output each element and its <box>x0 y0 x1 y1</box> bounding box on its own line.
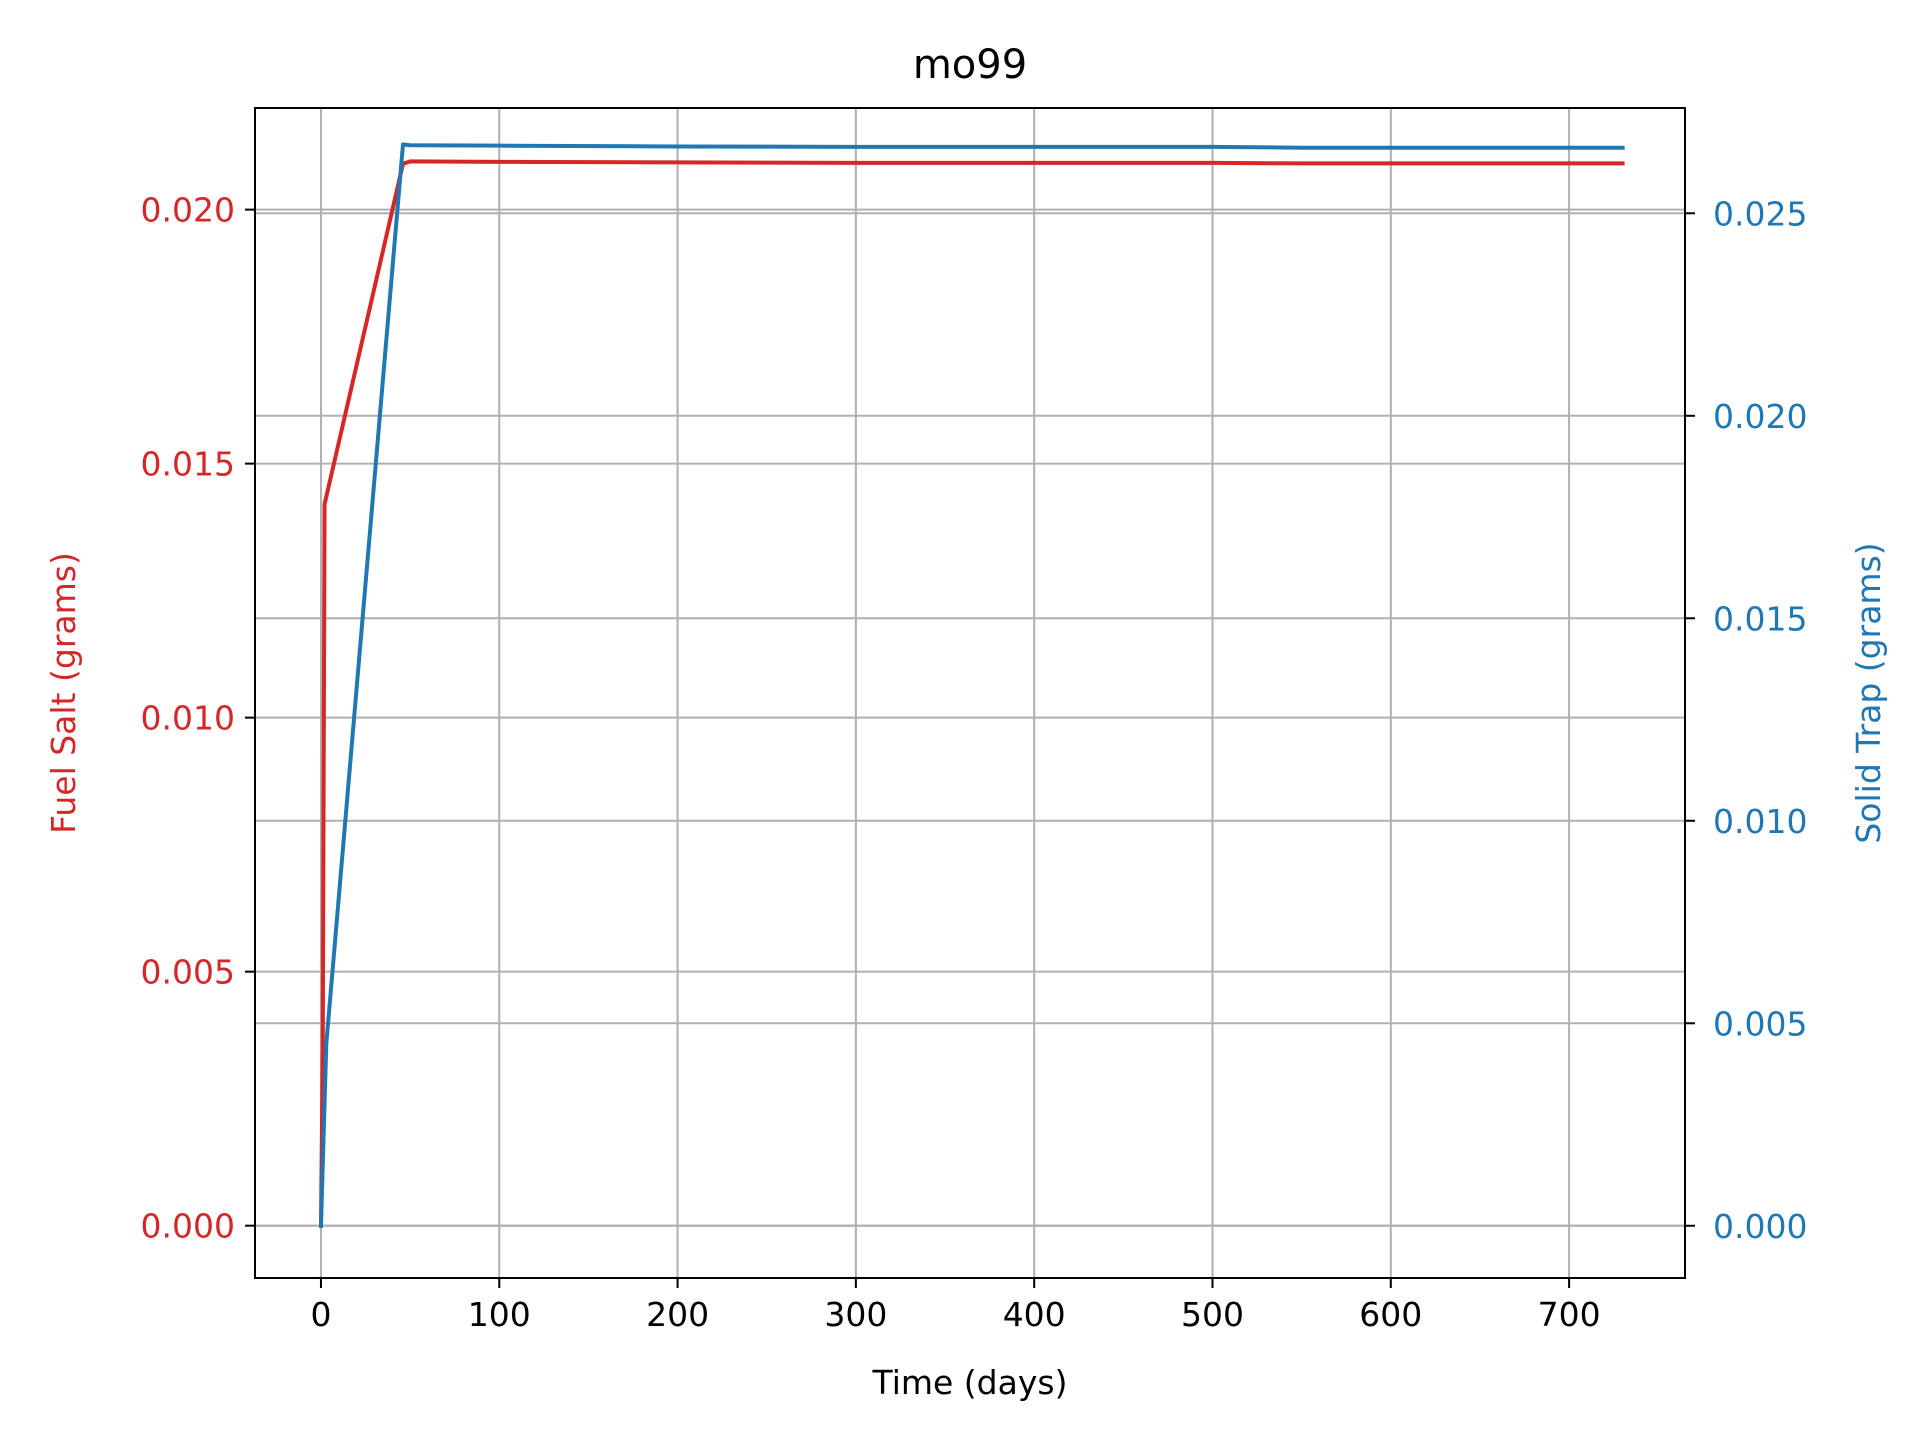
y-tick-label-left: 0.010 <box>141 699 235 738</box>
series-layer <box>318 142 1625 1228</box>
y-tick-label-right: 0.005 <box>1713 1004 1807 1043</box>
y-axis-label-left: Fuel Salt (grams) <box>44 552 83 834</box>
x-tick-label: 700 <box>1538 1295 1601 1334</box>
y-tick-label-right: 0.010 <box>1713 802 1807 841</box>
x-tick-label: 500 <box>1181 1295 1244 1334</box>
y-tick-label-right: 0.025 <box>1713 194 1807 233</box>
y-tick-label-left: 0.020 <box>141 191 235 230</box>
x-tick-label: 100 <box>468 1295 531 1334</box>
y-tick-label-right: 0.020 <box>1713 397 1807 436</box>
ticks-layer: 0 100 200 300 400 500 600 700 0.000 0.005 0.010 0.0… <box>141 191 1808 1334</box>
solid-trap-series-line <box>318 142 1625 1228</box>
x-axis-label: Time (days) <box>872 1363 1068 1402</box>
x-tick-label: 300 <box>824 1295 887 1334</box>
y-tick-label-left: 0.000 <box>141 1207 235 1246</box>
y-tick-label-right: 0.000 <box>1713 1207 1807 1246</box>
y-tick-label-left: 0.015 <box>141 445 235 484</box>
x-tick-label: 600 <box>1359 1295 1422 1334</box>
x-tick-label: 400 <box>1003 1295 1066 1334</box>
grid-layer <box>255 108 1685 1278</box>
y-tick-label-left: 0.005 <box>141 953 235 992</box>
x-tick-label: 0 <box>310 1295 331 1334</box>
chart-title: mo99 <box>913 42 1027 88</box>
y-axis-label-right: Solid Trap (grams) <box>1849 542 1888 843</box>
fuel-salt-series-line <box>318 159 1625 1228</box>
plot-frame <box>254 107 1686 1279</box>
x-tick-label: 200 <box>646 1295 709 1334</box>
y-tick-label-right: 0.015 <box>1713 599 1807 638</box>
